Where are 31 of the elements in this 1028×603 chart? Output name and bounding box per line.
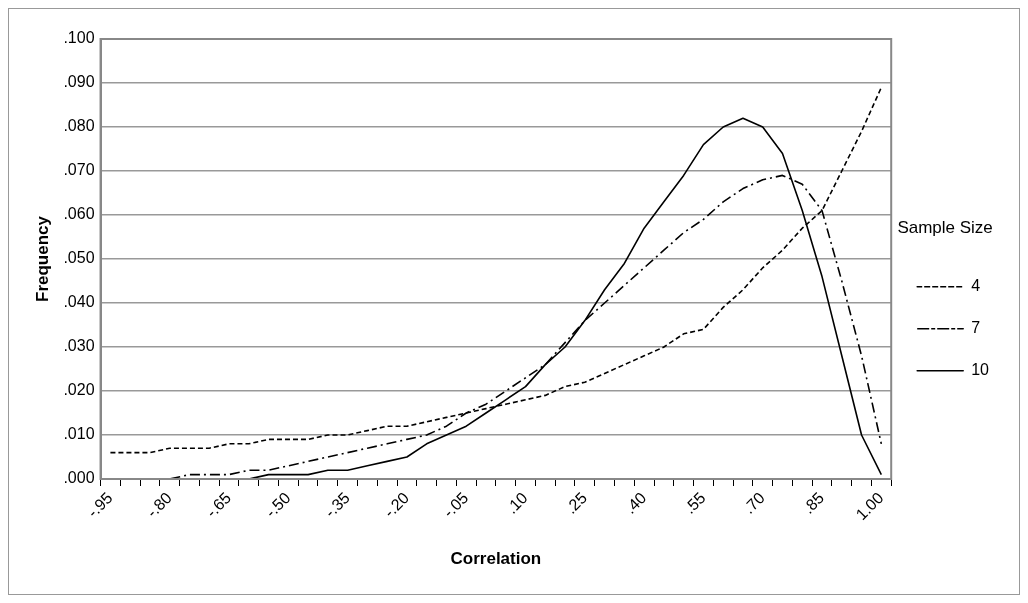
y-axis-title: Frequency [32, 215, 52, 302]
x-tick-label: -.35 [321, 488, 353, 521]
legend-label: 10 [971, 361, 990, 379]
y-tick-label: .040 [63, 293, 95, 311]
y-tick-label: .100 [63, 29, 95, 47]
y-tick-label: .010 [63, 425, 95, 443]
x-tick-label: -.95 [84, 488, 116, 521]
x-tick-label: -.20 [380, 488, 413, 521]
y-tick-label: .070 [63, 161, 95, 179]
y-tick-label: .020 [63, 381, 95, 399]
y-tick-label: .080 [63, 117, 95, 135]
x-tick-label: .40 [621, 488, 650, 517]
x-tick-label: .25 [562, 488, 591, 517]
y-tick-label: .030 [63, 337, 95, 355]
y-tick-label: .090 [63, 73, 95, 91]
y-tick-label: .060 [63, 205, 95, 223]
x-tick-label: -.05 [439, 488, 472, 521]
legend-label: 4 [971, 277, 981, 295]
y-tick-label: .050 [63, 249, 95, 267]
x-tick-label: -.50 [262, 488, 294, 521]
x-tick-label: .85 [799, 488, 828, 517]
legend-title: Sample Size [897, 218, 993, 238]
x-tick-label: -.80 [143, 488, 176, 521]
x-tick-label: .70 [740, 488, 769, 517]
x-tick-label: 1.00 [852, 488, 887, 524]
y-tick-label: .000 [63, 469, 95, 487]
x-tick-label: -.65 [202, 488, 235, 521]
legend-label: 7 [971, 319, 981, 337]
x-tick-label: .10 [503, 488, 531, 517]
x-axis-title: Correlation [450, 549, 542, 569]
x-tick-label: .55 [680, 488, 709, 517]
